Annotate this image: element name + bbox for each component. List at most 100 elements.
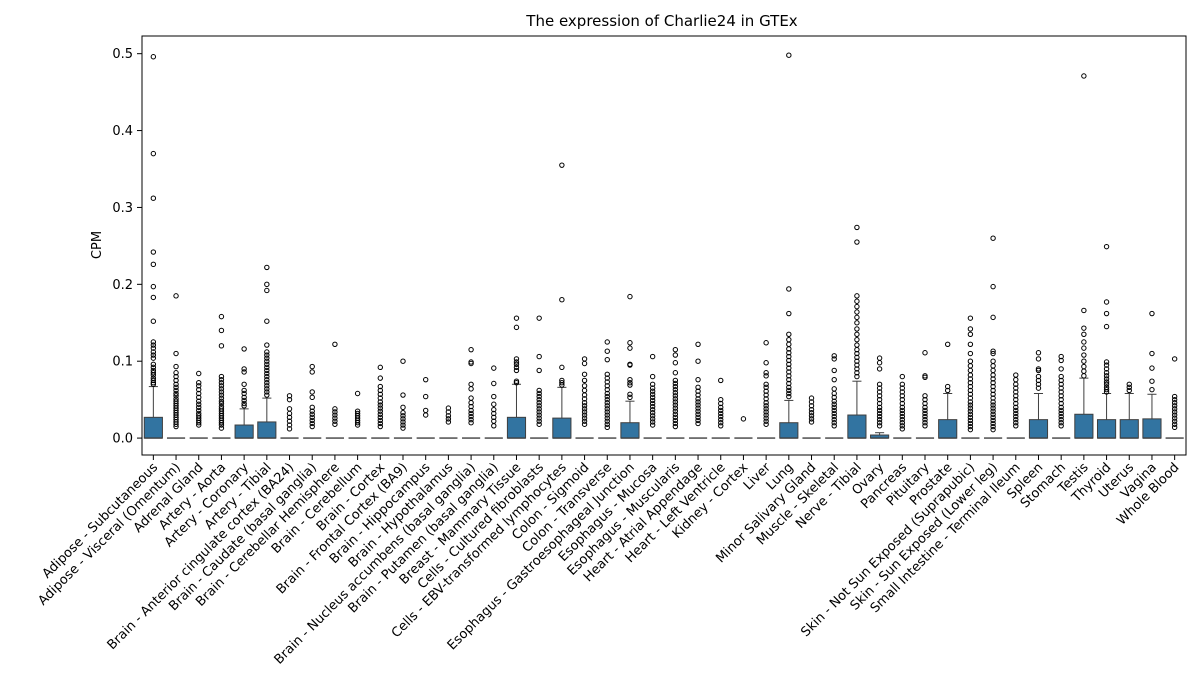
outlier-point (990, 420, 996, 427)
outlier-point (1103, 381, 1110, 387)
outlier-point (899, 407, 906, 414)
outlier-point (1171, 393, 1178, 400)
outlier-point (536, 412, 542, 418)
outlier-point (627, 391, 633, 397)
outlier-point (581, 409, 588, 415)
outlier-point (1013, 385, 1019, 391)
outlier-point (604, 412, 610, 418)
outlier-point (604, 415, 610, 421)
iqr-box (1074, 413, 1094, 439)
outlier-point (944, 341, 951, 347)
outlier-point (922, 374, 928, 381)
outlier-point (309, 417, 315, 424)
outlier-point (218, 380, 225, 386)
outlier-point (1081, 325, 1087, 331)
outlier-point (218, 392, 225, 398)
outlier-point (559, 162, 565, 168)
outlier-point (718, 407, 724, 414)
iqr-box (143, 416, 163, 439)
outlier-point (218, 398, 225, 404)
outlier-point (559, 364, 565, 371)
outlier-point (377, 375, 384, 381)
outlier-point (196, 404, 202, 411)
y-tick-label: 0.3 (112, 201, 133, 216)
outlier-point (672, 360, 679, 366)
outlier-point (1013, 396, 1019, 403)
outlier-point (218, 376, 225, 383)
box-group (506, 315, 527, 439)
outlier-point (559, 297, 565, 303)
outlier-point (241, 366, 247, 372)
outlier-point (1103, 323, 1110, 330)
outlier-point (786, 336, 792, 343)
outlier-point (1058, 420, 1064, 426)
outlier-point (763, 360, 769, 366)
outlier-point (513, 361, 520, 367)
outlier-point (990, 399, 996, 405)
outlier-point (695, 414, 701, 421)
outlier-point (1171, 406, 1178, 412)
outlier-point (150, 352, 157, 358)
outlier-point (990, 405, 996, 411)
outlier-point (831, 416, 837, 423)
outlier-point (241, 397, 247, 404)
outlier-point (264, 386, 270, 392)
outlier-point (990, 376, 996, 382)
outlier-point (627, 362, 633, 368)
box-group (212, 313, 231, 439)
outlier-point (672, 423, 679, 430)
outlier-point (1081, 307, 1087, 314)
outlier-point (604, 390, 610, 397)
outlier-point (286, 418, 293, 424)
outlier-point (967, 399, 974, 405)
outlier-point (990, 417, 996, 424)
outlier-point (967, 391, 974, 397)
outlier-point (649, 397, 656, 404)
outlier-point (786, 373, 792, 379)
outlier-point (1035, 367, 1042, 374)
outlier-point (604, 406, 610, 412)
outlier-point (150, 283, 157, 290)
outlier-point (400, 404, 406, 411)
outlier-point (672, 399, 679, 405)
outlier-point (1149, 378, 1155, 384)
box-group (847, 224, 867, 439)
outlier-point (581, 356, 588, 362)
outlier-point (649, 353, 656, 360)
outlier-point (513, 367, 520, 374)
outlier-point (831, 407, 837, 414)
outlier-point (854, 350, 860, 357)
outlier-point (173, 421, 179, 427)
outlier-point (581, 406, 588, 412)
outlier-point (876, 366, 883, 372)
outlier-point (264, 318, 270, 324)
outlier-point (922, 400, 928, 407)
box-group (325, 341, 344, 439)
outlier-point (808, 413, 815, 419)
outlier-point (1058, 416, 1064, 423)
outlier-point (649, 413, 656, 419)
outlier-point (990, 395, 996, 401)
outlier-point (627, 382, 633, 388)
outlier-point (990, 408, 996, 414)
outlier-point (150, 318, 157, 324)
outlier-point (491, 406, 497, 413)
outlier-point (1081, 331, 1087, 337)
outlier-point (967, 376, 974, 382)
outlier-point (241, 390, 247, 397)
outlier-point (445, 409, 452, 415)
outlier-point (786, 390, 792, 397)
outlier-point (1103, 243, 1110, 250)
outlier-point (672, 420, 679, 427)
outlier-point (967, 423, 974, 430)
outlier-point (763, 415, 769, 421)
outlier-point (581, 400, 588, 406)
outlier-point (695, 392, 701, 398)
outlier-point (173, 381, 179, 387)
outlier-point (854, 342, 860, 348)
outlier-point (264, 342, 270, 348)
outlier-point (173, 363, 179, 370)
outlier-point (332, 421, 338, 427)
outlier-point (876, 400, 883, 407)
